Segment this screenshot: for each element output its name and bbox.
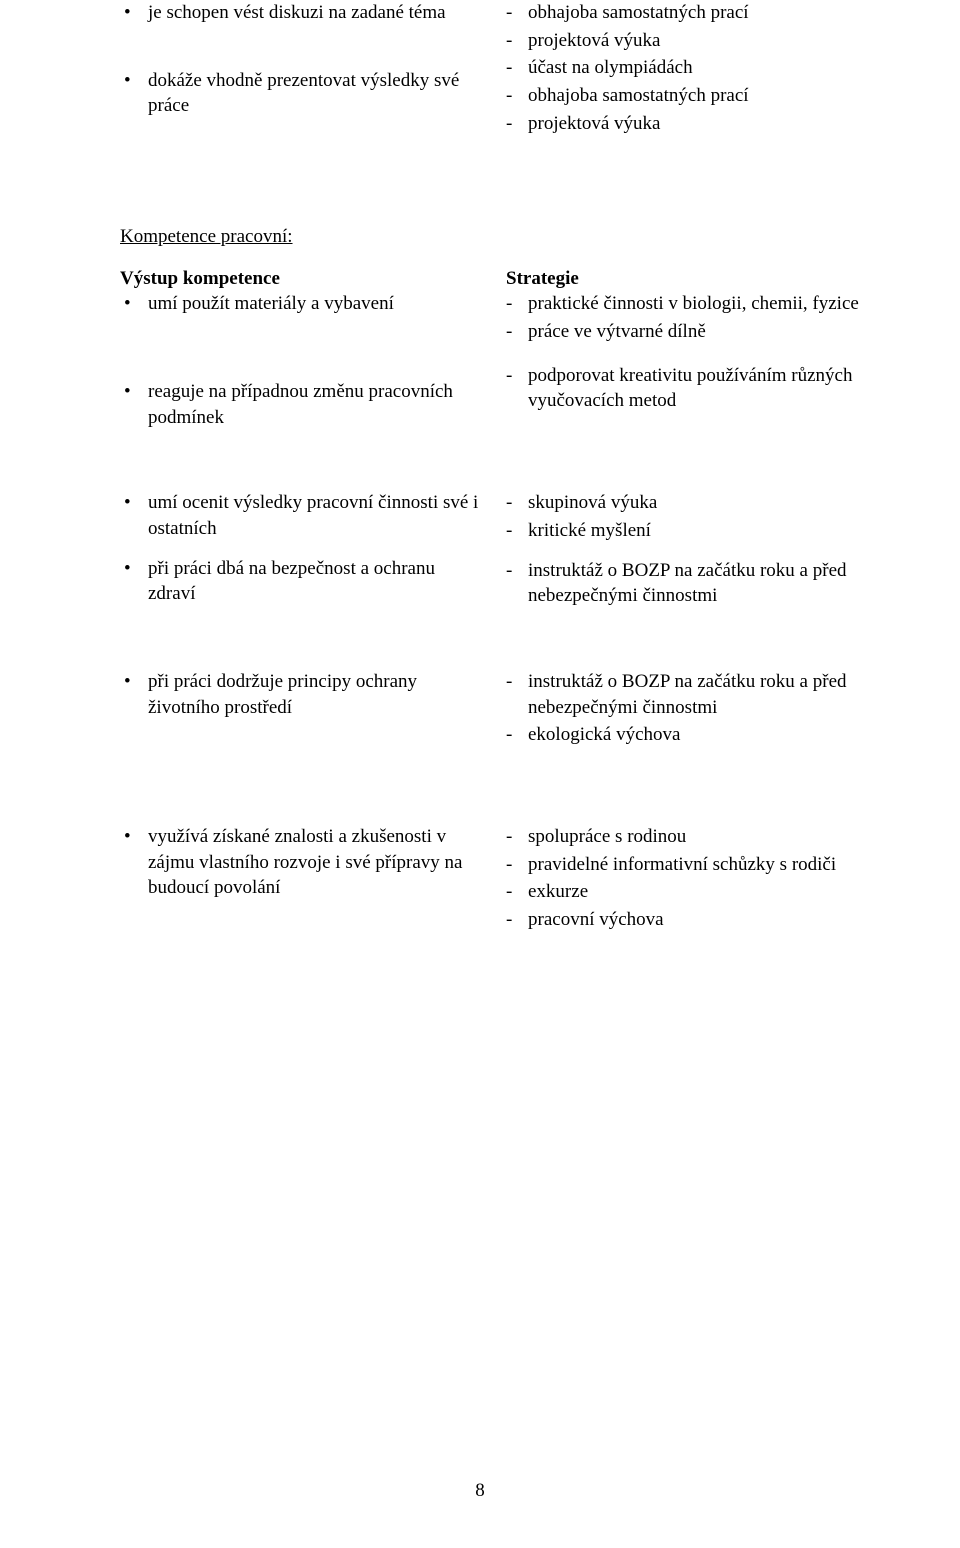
- bullet-list: umí použít materiály a vybavení reaguje …: [120, 291, 480, 430]
- dash-list: spolupráce s rodinou pravidelné informat…: [504, 824, 864, 933]
- list-item: je schopen vést diskuzi na zadané téma: [120, 0, 480, 26]
- group-5-left: využívá získané znalosti a zkušenosti v …: [120, 824, 480, 935]
- list-item: práce ve výtvarné dílně: [504, 319, 864, 345]
- list-item: při práci dbá na bezpečnost a ochranu zd…: [120, 556, 480, 607]
- list-item: umí použít materiály a vybavení: [120, 291, 480, 317]
- dash-list: praktické činnosti v biologii, chemii, f…: [504, 291, 864, 344]
- group-1-right: obhajoba samostatných prací projektová v…: [504, 0, 864, 138]
- bullet-list: umí ocenit výsledky pracovní činnosti sv…: [120, 490, 480, 607]
- bullet-list: při práci dodržuje principy ochrany živo…: [120, 669, 480, 720]
- list-item: exkurze: [504, 879, 864, 905]
- list-item: obhajoba samostatných prací: [504, 0, 864, 26]
- list-item: spolupráce s rodinou: [504, 824, 864, 850]
- list-item: kritické myšlení: [504, 518, 864, 544]
- list-item: účast na olympiádách: [504, 55, 864, 81]
- strategie-label: Strategie: [504, 266, 864, 292]
- list-item: ekologická výchova: [504, 722, 864, 748]
- group-4: při práci dodržuje principy ochrany živo…: [120, 669, 864, 750]
- group-4-right: instruktáž o BOZP na začátku roku a před…: [504, 669, 864, 750]
- group-1: je schopen vést diskuzi na zadané téma d…: [120, 0, 864, 138]
- list-item: instruktáž o BOZP na začátku roku a před…: [504, 558, 864, 609]
- section-heading: Kompetence pracovní:: [120, 224, 864, 250]
- list-item: využívá získané znalosti a zkušenosti v …: [120, 824, 480, 901]
- group-2-right: Strategie praktické činnosti v biologii,…: [504, 266, 864, 433]
- page-number: 8: [0, 1478, 960, 1504]
- dash-list: instruktáž o BOZP na začátku roku a před…: [504, 669, 864, 748]
- group-3: umí ocenit výsledky pracovní činnosti sv…: [120, 490, 864, 611]
- list-item: pracovní výchova: [504, 907, 864, 933]
- dash-list: podporovat kreativitu používáním různých…: [504, 363, 864, 414]
- list-item: instruktáž o BOZP na začátku roku a před…: [504, 669, 864, 720]
- list-item: pravidelné informativní schůzky s rodiči: [504, 852, 864, 878]
- document-page: je schopen vést diskuzi na zadané téma d…: [0, 0, 960, 1548]
- group-1-left: je schopen vést diskuzi na zadané téma d…: [120, 0, 480, 138]
- list-item: při práci dodržuje principy ochrany živo…: [120, 669, 480, 720]
- dash-list: instruktáž o BOZP na začátku roku a před…: [504, 558, 864, 609]
- group-3-right: skupinová výuka kritické myšlení instruk…: [504, 490, 864, 611]
- group-5-right: spolupráce s rodinou pravidelné informat…: [504, 824, 864, 935]
- group-5: využívá získané znalosti a zkušenosti v …: [120, 824, 864, 935]
- list-item: projektová výuka: [504, 111, 864, 137]
- group-3-left: umí ocenit výsledky pracovní činnosti sv…: [120, 490, 480, 611]
- dash-list: skupinová výuka kritické myšlení: [504, 490, 864, 543]
- bullet-list: využívá získané znalosti a zkušenosti v …: [120, 824, 480, 901]
- bullet-list: je schopen vést diskuzi na zadané téma d…: [120, 0, 480, 119]
- list-item: skupinová výuka: [504, 490, 864, 516]
- list-item: podporovat kreativitu používáním různých…: [504, 363, 864, 414]
- vystup-label: Výstup kompetence: [120, 266, 480, 292]
- list-item: praktické činnosti v biologii, chemii, f…: [504, 291, 864, 317]
- list-item: obhajoba samostatných prací: [504, 83, 864, 109]
- list-item: reaguje na případnou změnu pracovních po…: [120, 379, 480, 430]
- dash-list: obhajoba samostatných prací projektová v…: [504, 0, 864, 53]
- dash-list: účast na olympiádách obhajoba samostatný…: [504, 55, 864, 136]
- list-item: dokáže vhodně prezentovat výsledky své p…: [120, 68, 480, 119]
- list-item: umí ocenit výsledky pracovní činnosti sv…: [120, 490, 480, 541]
- group-4-left: při práci dodržuje principy ochrany živo…: [120, 669, 480, 750]
- group-2-left: Výstup kompetence umí použít materiály a…: [120, 266, 480, 433]
- group-2: Výstup kompetence umí použít materiály a…: [120, 266, 864, 433]
- list-item: projektová výuka: [504, 28, 864, 54]
